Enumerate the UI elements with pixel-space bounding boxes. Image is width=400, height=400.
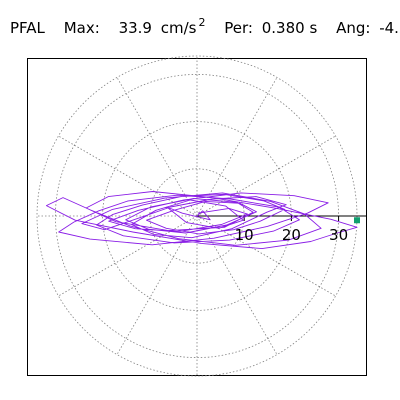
grid-spoke-330 [196,215,336,297]
tick-label-20: 20 [282,226,301,244]
station-code: PFAL [10,19,45,37]
endpoint-marker [354,217,360,224]
tick-label-30: 30 [329,226,348,244]
series-line-0 [45,191,358,250]
series-layer [45,191,358,250]
grid-spoke-60 [196,77,278,217]
max-label: Max: [63,19,100,37]
tick-label-10: 10 [235,226,254,244]
grid-spoke-30 [196,135,336,217]
chart-title: PFAL Max: 33.9 cm/s 2 Per: 0.380 s Ang: -… [10,16,400,40]
grid-spoke-150 [58,135,198,217]
max-unit: cm/s [160,19,197,37]
grid-spoke-240 [116,215,198,355]
period-value: 0.380 s [261,19,318,37]
grid-spoke-300 [196,215,278,355]
grid-spoke-120 [116,77,198,217]
period-label: Per: [224,19,253,37]
max-unit-exponent: 2 [198,16,206,29]
max-value: 33.9 [118,19,152,37]
tick-labels: 10 20 30 [235,226,348,244]
angle-value: -4.2 [379,19,400,37]
axes [197,215,367,221]
marker-layer [354,217,360,224]
angle-label: Ang: [336,19,371,37]
grid-spoke-210 [58,215,198,297]
